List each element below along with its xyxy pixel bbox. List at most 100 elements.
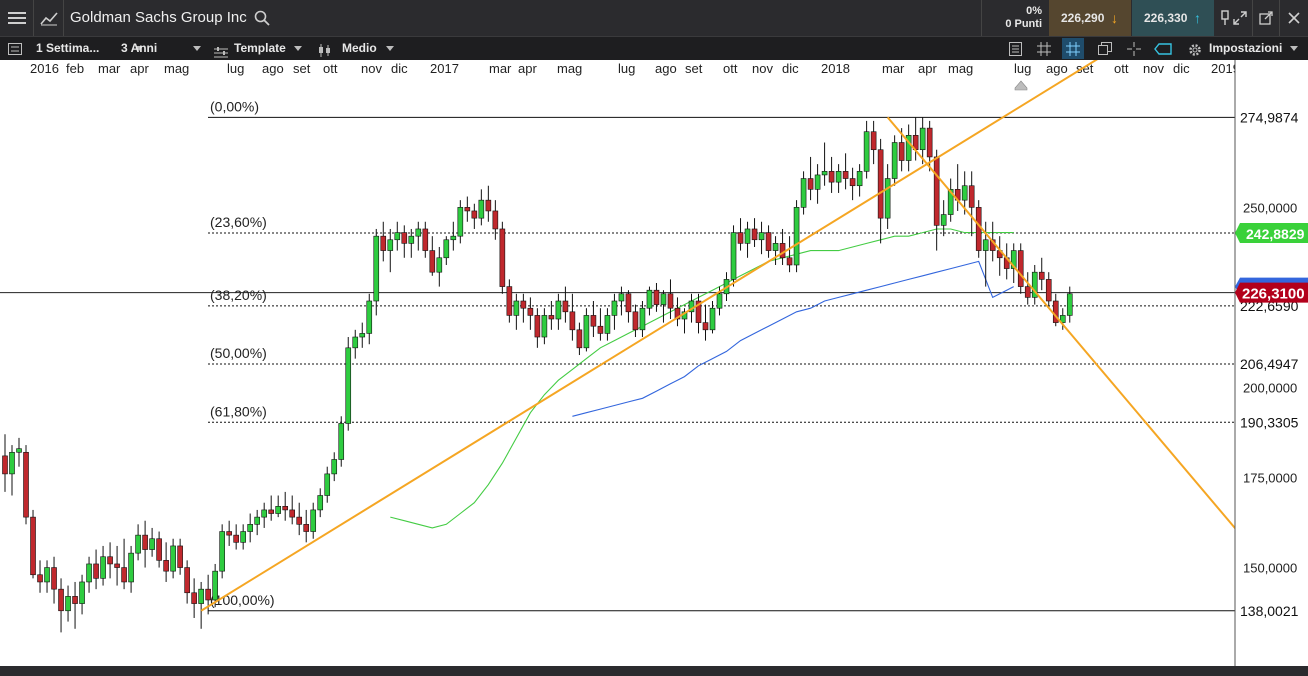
grid-toggle-button[interactable] xyxy=(1033,38,1055,59)
x-tick-label: mag xyxy=(164,61,189,76)
candle xyxy=(163,542,169,582)
candle xyxy=(156,531,162,568)
candle xyxy=(1031,264,1038,305)
candle-body xyxy=(772,243,779,251)
candle xyxy=(121,538,127,590)
candle-body xyxy=(324,473,331,496)
template-selector[interactable]: Template xyxy=(210,37,310,60)
list-icon[interactable] xyxy=(6,39,24,58)
chart-style-selector[interactable]: Medio xyxy=(314,37,404,60)
y-tick-label: 175,0000 xyxy=(1243,471,1297,486)
candle xyxy=(212,563,218,608)
candle-body xyxy=(303,524,310,532)
template-icon xyxy=(214,43,228,66)
chevron-down-icon xyxy=(294,46,302,51)
candle-body xyxy=(1066,293,1073,316)
candle-body xyxy=(401,232,408,244)
candle xyxy=(366,293,373,345)
candle xyxy=(1066,286,1073,323)
window-button[interactable] xyxy=(1094,38,1116,59)
candle xyxy=(499,221,506,294)
candle xyxy=(478,189,485,226)
candle-body xyxy=(9,451,15,475)
ma-short-tag-label: 242,8829 xyxy=(1246,226,1305,242)
candle-body xyxy=(828,171,835,183)
last-price-tag-label: 226,3100 xyxy=(1242,286,1305,303)
candle xyxy=(485,185,492,222)
candle xyxy=(772,236,779,265)
menu-icon[interactable] xyxy=(6,8,28,28)
candle-body xyxy=(842,171,849,179)
price-chart[interactable]: 2016 feb mar apr mag lug ago set ott nov dic 2017 ma… xyxy=(0,60,1308,666)
candle-body xyxy=(457,207,464,237)
candle xyxy=(562,286,569,323)
expand-icon[interactable] xyxy=(1230,8,1250,28)
candle xyxy=(107,542,113,579)
settings-button[interactable]: Impostazioni xyxy=(1184,37,1299,60)
candle-body xyxy=(121,567,127,583)
fib-price-tag-bg xyxy=(1238,355,1308,374)
fib-price-tag: 138,0021 xyxy=(1240,603,1299,619)
candle-body xyxy=(2,455,8,475)
candle xyxy=(135,524,141,561)
candle-body xyxy=(170,545,176,572)
ask-button[interactable]: 226,330 ↑ xyxy=(1132,0,1214,36)
ma-short-line xyxy=(390,228,1014,529)
candle-body xyxy=(597,325,604,334)
candle xyxy=(702,304,709,341)
x-tick-label: apr xyxy=(518,61,537,76)
candle xyxy=(380,221,387,262)
candle-body xyxy=(1031,271,1038,298)
candle xyxy=(506,279,513,323)
candle-body xyxy=(891,142,898,179)
candle-body xyxy=(1017,250,1024,287)
divider xyxy=(981,0,982,36)
candle xyxy=(807,156,814,201)
chart-line-icon[interactable] xyxy=(38,8,60,28)
period-selector[interactable]: 1 Settima... xyxy=(30,37,143,60)
candle xyxy=(240,524,246,550)
pin-icon[interactable] xyxy=(1216,8,1234,28)
label-button[interactable] xyxy=(1152,38,1174,59)
candle-body xyxy=(940,214,947,226)
candle xyxy=(583,308,590,352)
candle-body xyxy=(849,178,856,187)
crosshair-grid-button[interactable] xyxy=(1062,38,1084,59)
crosshair-button[interactable] xyxy=(1123,38,1145,59)
trendline xyxy=(200,60,1098,612)
candle xyxy=(513,293,520,330)
divider xyxy=(33,0,34,36)
candle xyxy=(86,556,92,593)
candle-body xyxy=(604,315,611,334)
candle xyxy=(359,322,366,348)
popout-icon[interactable] xyxy=(1256,8,1276,28)
candle xyxy=(548,301,555,330)
candle xyxy=(58,578,64,633)
candle xyxy=(674,297,681,327)
candle xyxy=(2,434,8,492)
indicator-list-button[interactable] xyxy=(1004,38,1026,59)
candle xyxy=(611,293,618,330)
grid-icon xyxy=(1037,41,1051,56)
candle-body xyxy=(422,228,429,251)
candle-body xyxy=(394,232,401,241)
x-tick-label: mar xyxy=(98,61,121,76)
trendline xyxy=(886,116,1239,533)
bid-button[interactable]: 226,290 ↓ xyxy=(1049,0,1131,36)
candle xyxy=(625,290,632,323)
candle-body xyxy=(807,178,814,190)
candle xyxy=(44,560,50,593)
candle-body xyxy=(695,300,702,323)
candle-body xyxy=(44,567,50,583)
candle xyxy=(695,293,702,334)
candle-body xyxy=(975,207,982,251)
candle-body xyxy=(576,329,583,349)
fib-price-tag-bg xyxy=(1238,601,1308,620)
candle-body xyxy=(520,300,527,309)
close-icon[interactable] xyxy=(1284,8,1304,28)
range-selector[interactable]: 3 Anni xyxy=(116,37,206,60)
candle xyxy=(660,290,667,323)
candle xyxy=(191,578,197,618)
crosshair-grid-icon xyxy=(1066,41,1080,56)
search-icon[interactable] xyxy=(252,8,272,28)
